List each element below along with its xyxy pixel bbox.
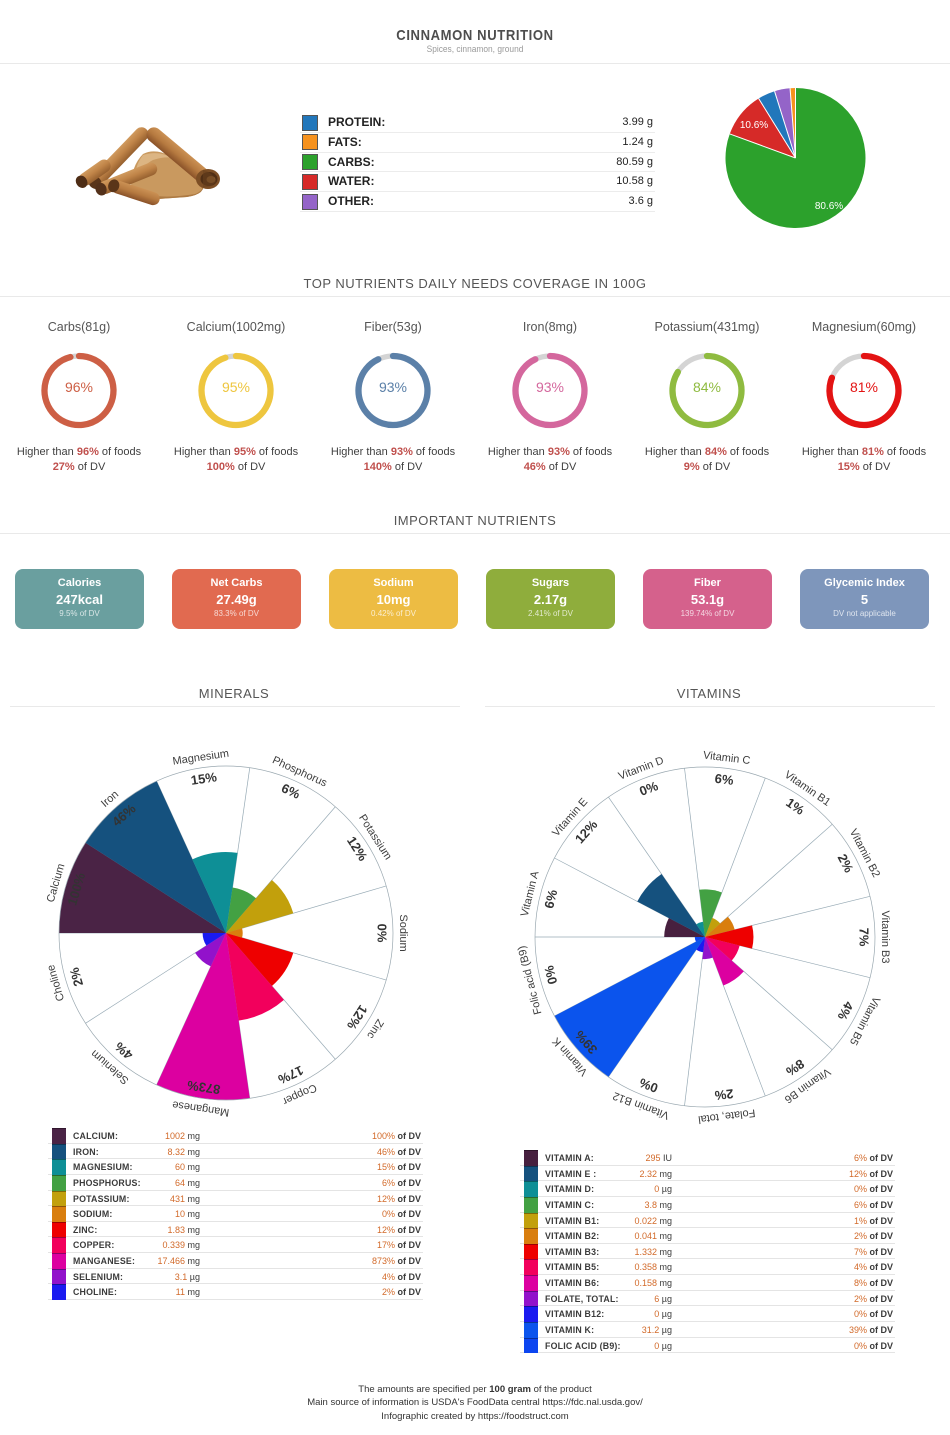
svg-text:8%: 8%	[783, 1056, 807, 1079]
svg-text:Vitamin D: Vitamin D	[617, 755, 666, 783]
svg-text:93%: 93%	[379, 379, 407, 395]
svg-text:0%: 0%	[541, 964, 560, 986]
svg-text:96%: 96%	[65, 379, 93, 395]
svg-text:2%: 2%	[66, 965, 86, 988]
svg-text:7%: 7%	[856, 928, 871, 947]
svg-text:Vitamin C: Vitamin C	[702, 749, 751, 767]
svg-text:10.6%: 10.6%	[740, 120, 768, 131]
svg-text:0%: 0%	[375, 924, 390, 943]
svg-text:Vitamin B12: Vitamin B12	[611, 1089, 671, 1121]
svg-text:12%: 12%	[572, 817, 601, 847]
svg-text:93%: 93%	[536, 379, 564, 395]
svg-text:Folic acid (B9): Folic acid (B9)	[516, 945, 544, 1016]
svg-text:Vitamin A: Vitamin A	[519, 869, 542, 917]
svg-text:2%: 2%	[713, 1086, 734, 1103]
svg-text:95%: 95%	[222, 379, 250, 395]
svg-text:Vitamin B5: Vitamin B5	[847, 994, 882, 1047]
svg-text:6%: 6%	[541, 888, 560, 910]
svg-text:Folate, total: Folate, total	[697, 1106, 756, 1125]
svg-text:0%: 0%	[637, 1075, 660, 1096]
svg-text:81%: 81%	[850, 379, 878, 395]
svg-text:15%: 15%	[190, 769, 218, 788]
svg-text:80.6%: 80.6%	[815, 201, 843, 212]
svg-text:84%: 84%	[693, 379, 721, 395]
svg-text:873%: 873%	[186, 1078, 221, 1098]
svg-text:1%: 1%	[783, 795, 807, 818]
svg-text:Vitamin B3: Vitamin B3	[879, 911, 891, 964]
svg-text:0%: 0%	[637, 778, 660, 799]
svg-text:2%: 2%	[835, 851, 857, 875]
svg-text:Vitamin B2: Vitamin B2	[847, 827, 882, 880]
svg-text:6%: 6%	[714, 771, 735, 788]
svg-text:6%: 6%	[279, 780, 303, 802]
svg-text:Sodium: Sodium	[397, 914, 409, 951]
